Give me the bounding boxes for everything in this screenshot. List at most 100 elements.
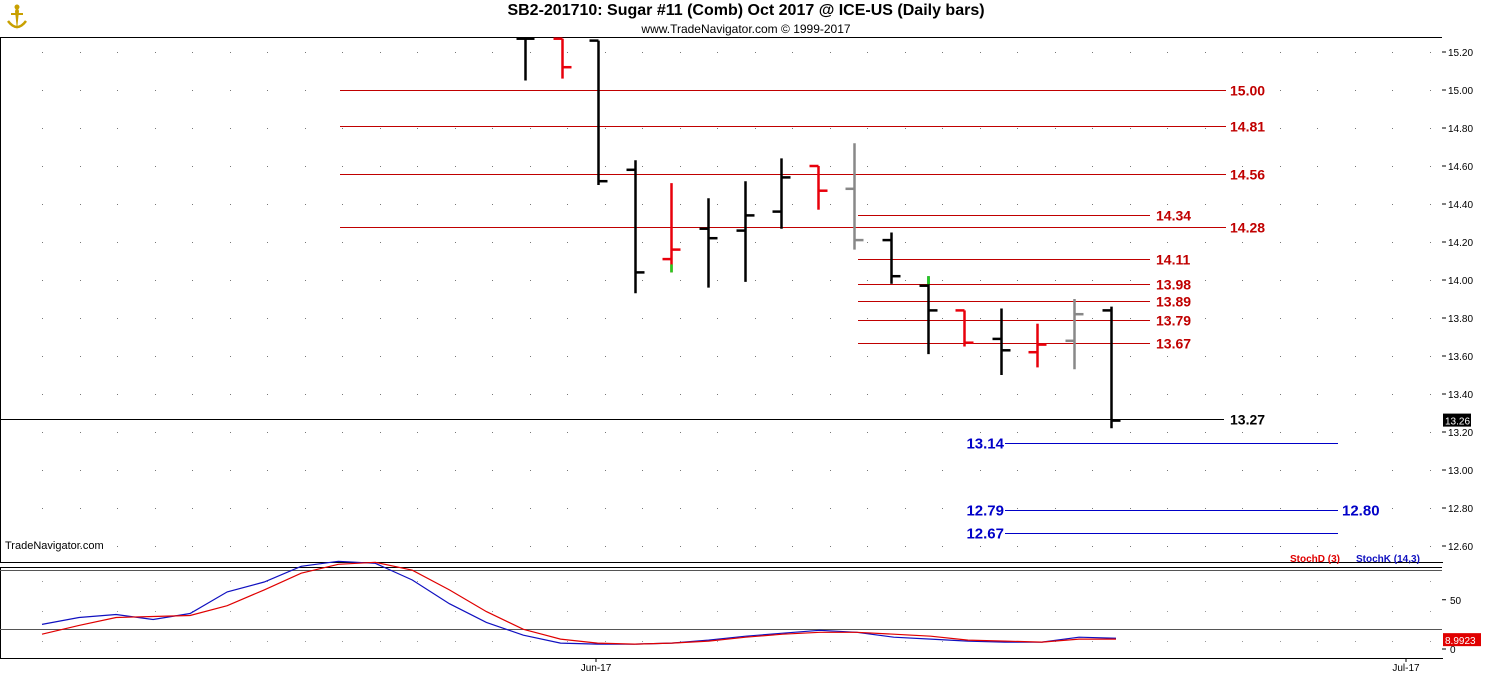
grid-dot [567,432,568,433]
grid-dot [455,166,456,167]
grid-dot [830,280,831,281]
stoch-grid-dot [680,611,681,612]
grid-dot [230,280,231,281]
grid-dot [1205,204,1206,205]
grid-dot [305,508,306,509]
grid-dot [1167,204,1168,205]
grid-dot [417,470,418,471]
stoch-series-line [41,561,1116,645]
grid-dot [417,280,418,281]
grid-dot [717,280,718,281]
last-price-label: 13.26 [1445,417,1470,428]
grid-dot [1317,470,1318,471]
grid-dot [717,470,718,471]
grid-dot [155,90,156,91]
grid-dot [680,52,681,53]
grid-dot [567,128,568,129]
grid-dot [942,432,943,433]
stoch-grid-dot [530,641,531,642]
grid-dot [80,204,81,205]
ohlc-bar [516,37,535,81]
grid-dot [492,432,493,433]
grid-dot [1092,432,1093,433]
grid-dot [1017,52,1018,53]
stoch-grid-dot [867,581,868,582]
grid-dot [980,242,981,243]
level-label-13.79: 13.79 [1156,313,1191,329]
stoch-grid-dot [1280,611,1281,612]
grid-dot [1355,356,1356,357]
grid-dot [605,356,606,357]
grid-dot [1017,280,1018,281]
grid-dot [192,280,193,281]
grid-dot [42,128,43,129]
grid-dot [417,432,418,433]
grid-dot [905,394,906,395]
stoch-grid-dot [642,581,643,582]
stochastic-pane-frame [0,567,1443,659]
grid-dot [192,52,193,53]
grid-dot [1317,128,1318,129]
grid-dot [530,356,531,357]
grid-dot [1392,52,1393,53]
grid-dot [1242,280,1243,281]
grid-dot [1092,52,1093,53]
grid-dot [1167,546,1168,547]
grid-dot [905,356,906,357]
ohlc-bar [992,308,1011,375]
grid-dot [117,508,118,509]
stoch-grid-dot [305,611,306,612]
grid-dot [380,204,381,205]
grid-dot [1205,546,1206,547]
grid-dot [1242,318,1243,319]
grid-dot [42,318,43,319]
grid-dot [830,166,831,167]
grid-dot [117,166,118,167]
grid-dot [455,128,456,129]
grid-dot [717,242,718,243]
grid-dot [492,356,493,357]
grid-dot [380,508,381,509]
grid-dot [605,204,606,205]
grid-dot [755,470,756,471]
grid-dot [567,242,568,243]
grid-dot [417,128,418,129]
grid-dot [1392,90,1393,91]
stoch-grid-dot [1317,581,1318,582]
stoch-grid-dot [230,641,231,642]
grid-dot [117,470,118,471]
grid-dot [830,318,831,319]
grid-dot [1055,128,1056,129]
grid-dot [267,356,268,357]
grid-dot [455,280,456,281]
grid-dot [942,546,943,547]
grid-dot [417,394,418,395]
grid-dot [1355,280,1356,281]
grid-dot [342,280,343,281]
grid-dot [380,166,381,167]
grid-dot [980,356,981,357]
grid-dot [530,128,531,129]
grid-dot [192,128,193,129]
grid-dot [155,242,156,243]
stoch-grid-dot [792,641,793,642]
grid-dot [680,280,681,281]
grid-dot [830,204,831,205]
grid-dot [680,318,681,319]
stochastic-pane: 50 08.9923 Jun-17 Jul-17 [0,560,1492,674]
grid-dot [42,356,43,357]
grid-dot [1317,90,1318,91]
stoch-grid-dot [417,611,418,612]
grid-dot [905,318,906,319]
grid-dot [380,546,381,547]
grid-dot [42,508,43,509]
stoch-grid-dot [942,641,943,642]
grid-dot [455,508,456,509]
stoch-grid-dot [80,641,81,642]
grid-dot [942,280,943,281]
stoch-grid-dot [492,611,493,612]
grid-dot [342,204,343,205]
grid-dot [1317,356,1318,357]
stoch-grid-dot [267,581,268,582]
stoch-last-value-box [1443,633,1481,647]
